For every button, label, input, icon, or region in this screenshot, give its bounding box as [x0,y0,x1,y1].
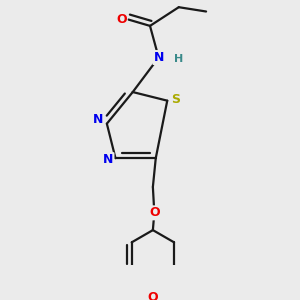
Text: H: H [174,54,184,64]
Text: N: N [103,153,113,166]
Text: N: N [93,113,104,126]
Text: S: S [171,93,180,106]
Text: O: O [116,13,127,26]
Text: N: N [153,51,164,64]
Text: O: O [148,291,158,300]
Text: O: O [149,206,160,219]
